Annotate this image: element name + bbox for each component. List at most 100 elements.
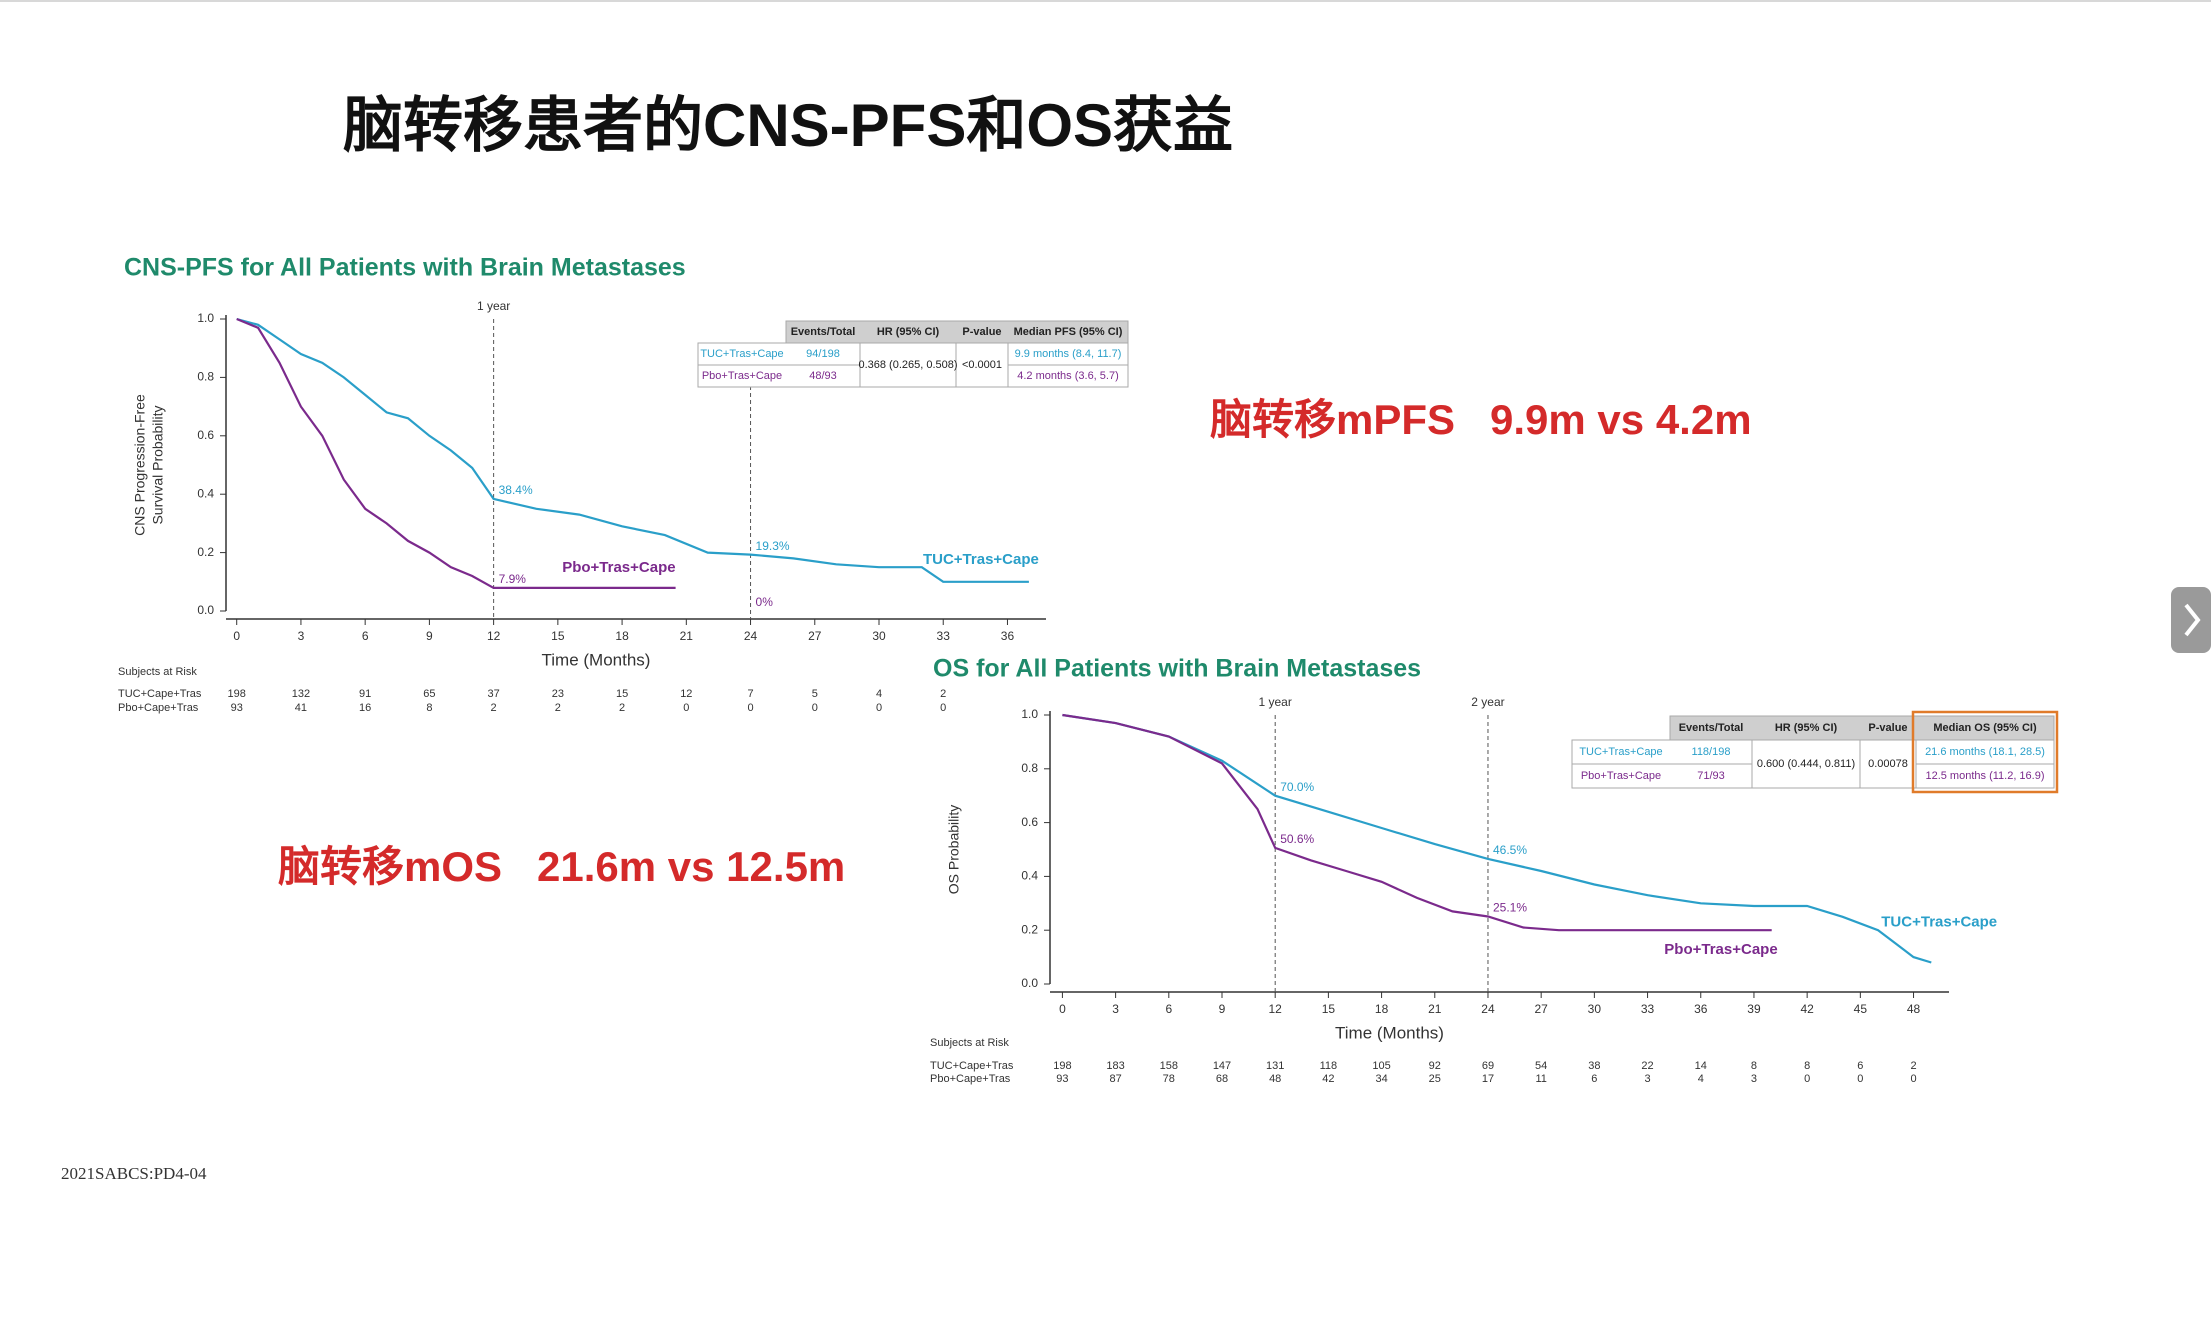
y-tick-label: 1.0 — [197, 311, 214, 325]
slide-title: 脑转移患者的CNS-PFS和OS获益 — [343, 92, 1233, 159]
table-cell: 0.00078 — [1868, 758, 1908, 770]
risk-row-label: Pbo+Cape+Tras — [930, 1073, 1011, 1085]
table-header: Median PFS (95% CI) — [1014, 326, 1123, 338]
table-cell: 21.6 months (18.1, 28.5) — [1925, 746, 2045, 758]
risk-count: 0 — [1804, 1073, 1810, 1085]
survival-curve — [1062, 713, 1932, 964]
x-axis-label: Time (Months) — [1335, 1023, 1444, 1042]
table-cell: 9.9 months (8.4, 11.7) — [1015, 348, 1122, 360]
table-cell: 118/198 — [1692, 746, 1731, 758]
table-cell: TUC+Tras+Cape — [700, 348, 783, 360]
x-tick-label: 0 — [1059, 1002, 1066, 1016]
table-header: HR (95% CI) — [877, 326, 940, 338]
risk-count: 6 — [1591, 1073, 1597, 1085]
table-cell: 0.600 (0.444, 0.811) — [1757, 758, 1855, 770]
x-tick-label: 12 — [1269, 1002, 1283, 1016]
chart-title: OS for All Patients with Brain Metastase… — [933, 655, 1421, 683]
risk-table-title: Subjects at Risk — [118, 666, 197, 678]
risk-count: 48 — [1269, 1073, 1281, 1085]
risk-count: 0 — [1910, 1073, 1916, 1085]
risk-count: 68 — [1216, 1073, 1228, 1085]
x-tick-label: 18 — [1375, 1002, 1389, 1016]
risk-count: 3 — [1644, 1073, 1650, 1085]
risk-count: 2 — [940, 688, 946, 700]
risk-count: 16 — [359, 702, 371, 714]
risk-count: 6 — [1857, 1060, 1863, 1072]
annotation: 7.9% — [499, 572, 527, 586]
risk-count: 4 — [876, 688, 882, 700]
risk-count: 2 — [491, 702, 497, 714]
x-tick-label: 15 — [1322, 1002, 1336, 1016]
survival-curve — [1062, 713, 1772, 932]
table-cell: 71/93 — [1697, 770, 1725, 782]
risk-count: 78 — [1163, 1073, 1175, 1085]
x-tick-label: 15 — [551, 629, 565, 643]
risk-count: 8 — [1804, 1060, 1810, 1072]
table-cell: 4.2 months (3.6, 5.7) — [1017, 370, 1119, 382]
x-tick-label: 0 — [233, 629, 240, 643]
risk-count: 37 — [487, 688, 499, 700]
y-tick-label: 0.6 — [197, 428, 214, 442]
y-tick-label: 0.2 — [1021, 922, 1038, 936]
annotation: 38.4% — [499, 483, 533, 497]
table-merged-cell — [1751, 739, 1917, 789]
risk-count: 198 — [228, 688, 246, 700]
x-tick-label: 9 — [426, 629, 433, 643]
x-tick-label: 3 — [1112, 1002, 1119, 1016]
x-tick-label: 33 — [937, 629, 951, 643]
y-axis-label: OS Probability — [946, 805, 962, 894]
x-tick-label: 27 — [808, 629, 822, 643]
survival-curve — [236, 317, 1029, 583]
annotation: 46.5% — [1493, 843, 1527, 857]
annotation: 70.0% — [1280, 780, 1314, 794]
x-tick-label: 39 — [1747, 1002, 1761, 1016]
y-tick-label: 0.2 — [197, 545, 214, 559]
table-header: Median OS (95% CI) — [1933, 722, 2037, 734]
x-tick-label: 48 — [1907, 1002, 1921, 1016]
risk-count: 11 — [1535, 1073, 1546, 1085]
x-tick-label: 3 — [298, 629, 305, 643]
x-tick-label: 42 — [1800, 1002, 1814, 1016]
x-tick-label: 6 — [362, 629, 369, 643]
table-header: P-value — [962, 326, 1001, 338]
risk-count: 65 — [423, 688, 435, 700]
risk-count: 87 — [1109, 1073, 1121, 1085]
risk-row-label: TUC+Cape+Tras — [930, 1060, 1014, 1072]
x-tick-label: 45 — [1854, 1002, 1868, 1016]
next-button[interactable] — [2171, 587, 2211, 653]
highlight: 脑转移mPFS 9.9m vs 4.2m — [1210, 396, 1752, 443]
chevron-icon[interactable] — [2184, 603, 2201, 637]
table-cell: 48/93 — [809, 370, 837, 382]
x-tick-label: 27 — [1534, 1002, 1548, 1016]
annotation: 50.6% — [1280, 832, 1314, 846]
series-label: TUC+Tras+Cape — [923, 551, 1039, 568]
annotation: 0% — [756, 595, 774, 609]
x-tick-label: 30 — [872, 629, 886, 643]
risk-count: 0 — [812, 702, 818, 714]
next-button-bg[interactable] — [2171, 587, 2211, 653]
risk-count: 0 — [747, 702, 753, 714]
risk-count: 69 — [1482, 1060, 1494, 1072]
risk-count: 42 — [1322, 1073, 1334, 1085]
risk-count: 25 — [1429, 1073, 1441, 1085]
y-tick-label: 0.4 — [197, 486, 214, 500]
risk-count: 131 — [1266, 1060, 1284, 1072]
y-tick-label: 0.0 — [197, 603, 214, 617]
risk-row-label: TUC+Cape+Tras — [118, 688, 202, 700]
x-tick-label: 24 — [744, 629, 758, 643]
risk-count: 12 — [680, 688, 692, 700]
risk-count: 34 — [1375, 1073, 1387, 1085]
table-cell: 0.368 (0.265, 0.508) — [858, 359, 957, 371]
x-tick-label: 6 — [1165, 1002, 1172, 1016]
risk-count: 0 — [1857, 1073, 1863, 1085]
x-tick-label: 21 — [680, 629, 694, 643]
risk-count: 147 — [1213, 1060, 1231, 1072]
risk-row-label: Pbo+Cape+Tras — [118, 702, 199, 714]
x-tick-label: 12 — [487, 629, 501, 643]
table-header: P-value — [1868, 722, 1907, 734]
risk-count: 0 — [683, 702, 689, 714]
risk-count: 158 — [1160, 1060, 1178, 1072]
annotation: 19.3% — [756, 539, 790, 553]
